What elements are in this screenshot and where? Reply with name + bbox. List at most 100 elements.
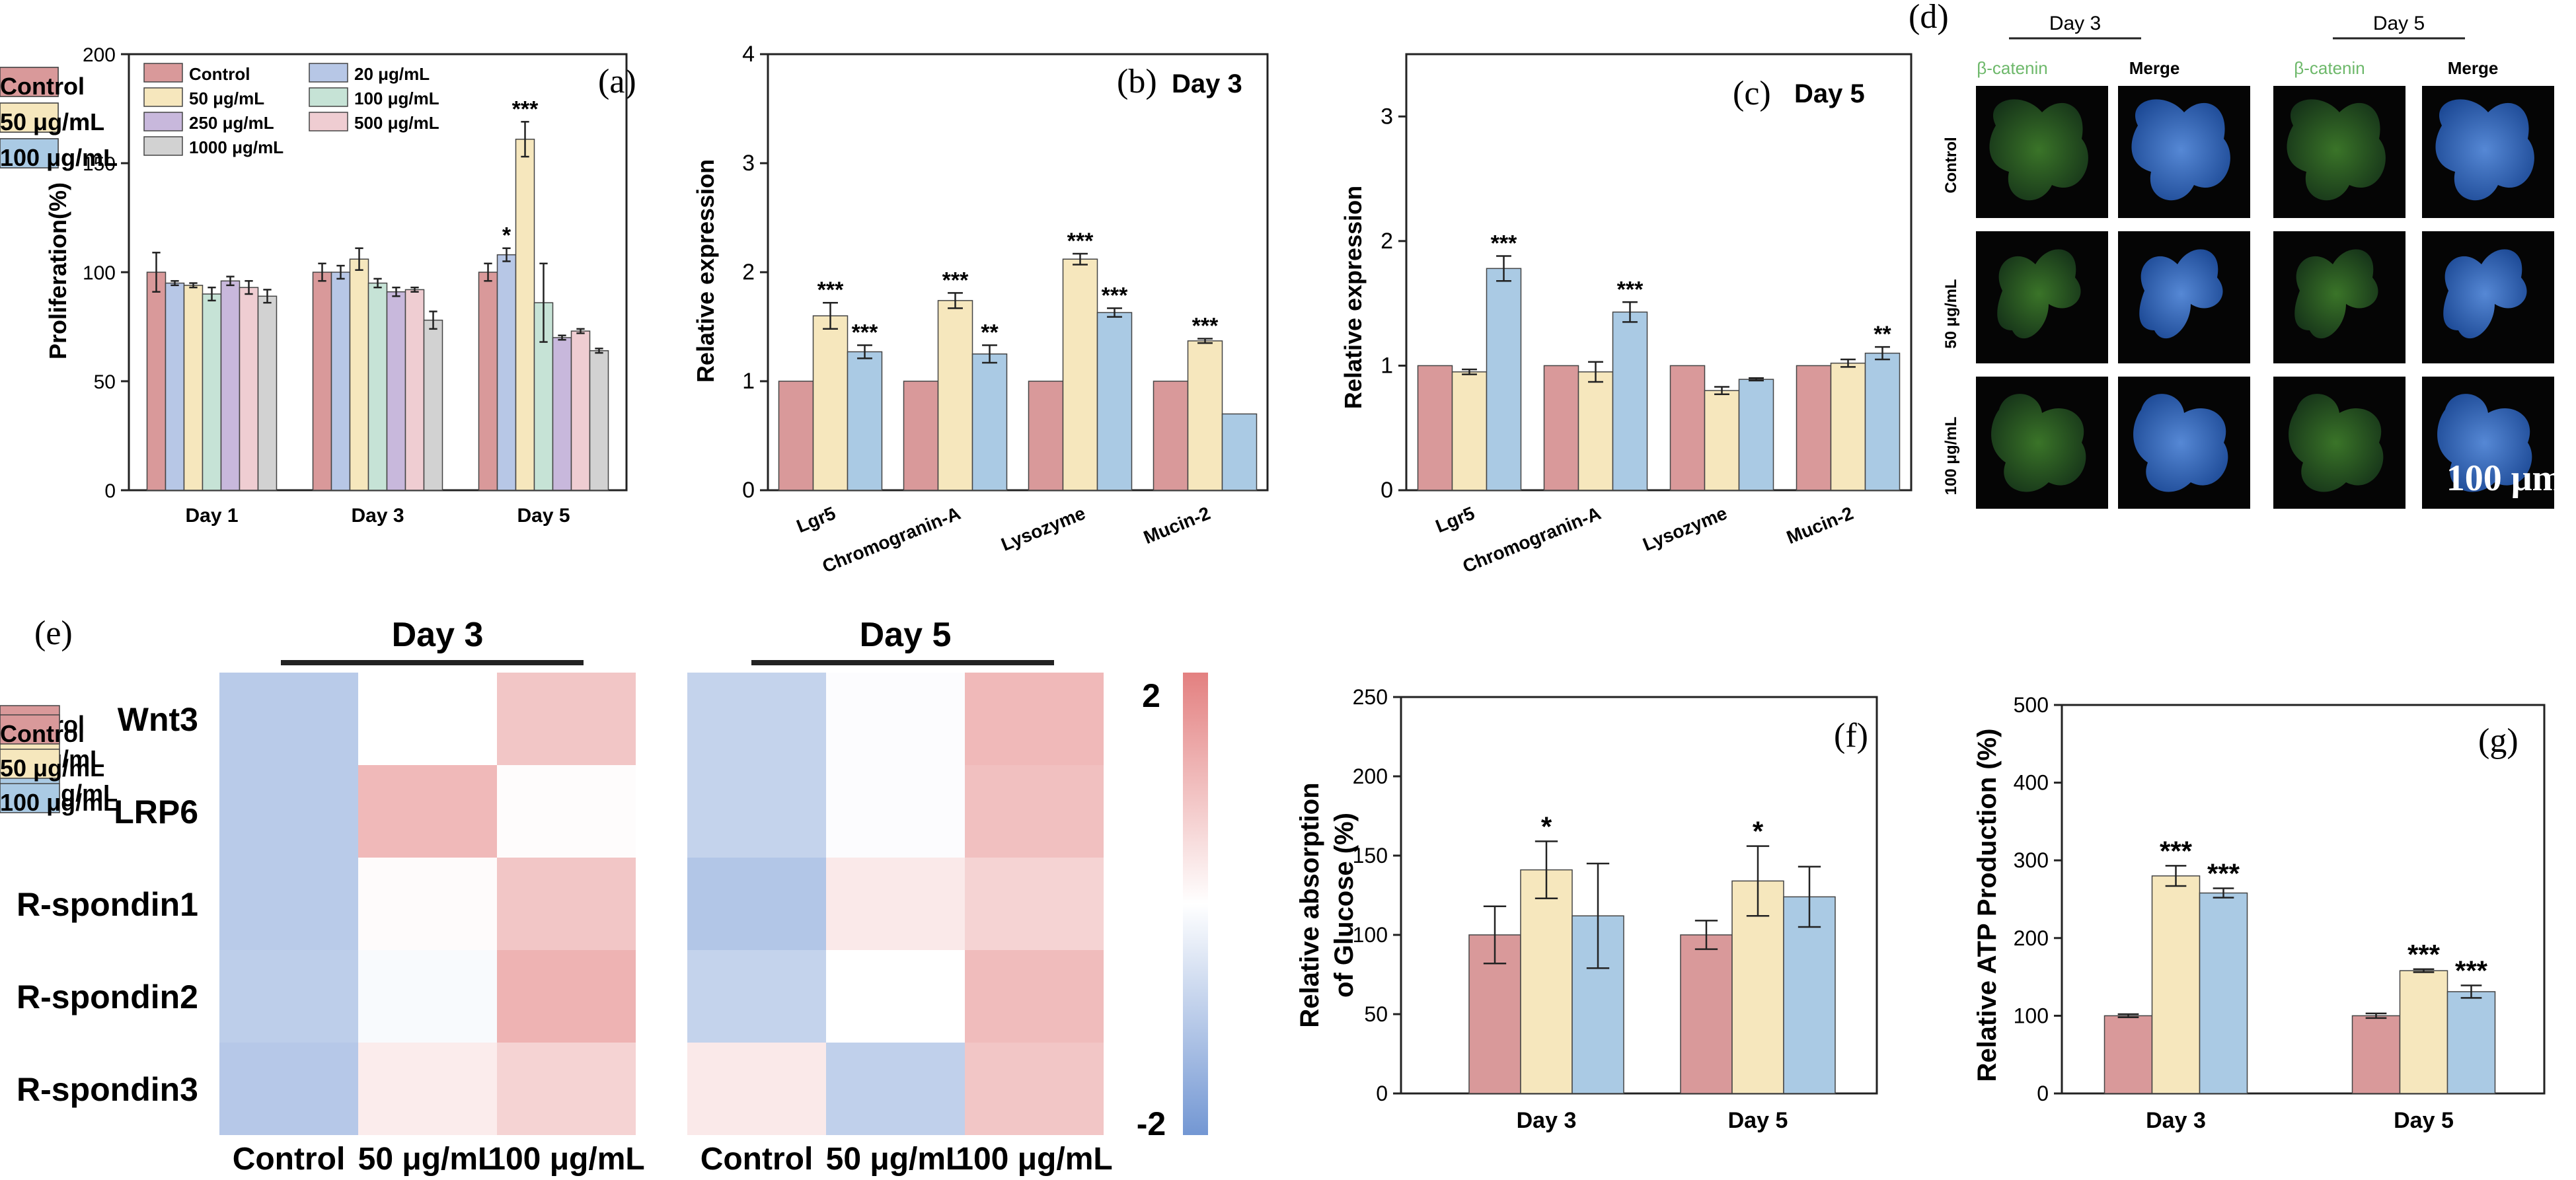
heatmap-cell [358, 950, 497, 1043]
plot-frame [1405, 53, 1913, 492]
bar [570, 330, 591, 491]
bar [1680, 934, 1733, 1094]
y-tick-label: 400 [2014, 771, 2049, 795]
heatmap-cell [687, 858, 826, 950]
heatmap-row-label: R-spondin2 [17, 978, 198, 1015]
col-label-merge-d3: Merge [2129, 58, 2180, 78]
bar [1738, 379, 1774, 491]
heatmap-cell [965, 765, 1104, 858]
legend-label: 500 μg/mL [354, 113, 439, 133]
heatmap-row-label: Wnt3 [118, 701, 198, 738]
significance-mark: *** [942, 268, 969, 293]
panel-f-plot: 0 50 100 150 200 250 Day 3 Day 5 * * Control 50 μg/… [0, 685, 1878, 1133]
heatmap-cell [497, 950, 636, 1043]
y-tick-label: 200 [2014, 926, 2049, 950]
significance-mark: ** [981, 320, 999, 346]
heatmap-column-label: Control [233, 1142, 346, 1177]
bcatenin-organoid [1991, 394, 2086, 492]
y-tick-label: 1 [1381, 353, 1393, 378]
heatmap-column-label: 50 μg/mL [358, 1142, 498, 1177]
bar [903, 381, 939, 491]
col-label-bcatenin-d3: β-catenin [1977, 58, 2047, 78]
legend-swatch [0, 714, 60, 745]
legend-swatch [143, 87, 183, 107]
significance-mark: *** [2455, 955, 2488, 986]
microscopy-grid [1976, 86, 2554, 509]
y-tick-label: 200 [83, 44, 116, 66]
bar [1520, 869, 1573, 1094]
bar [589, 350, 609, 491]
bar [1543, 365, 1579, 491]
merge-organoid [2435, 99, 2534, 201]
bar [496, 254, 517, 491]
plot-frame [2061, 704, 2546, 1095]
bar [386, 291, 406, 491]
panel-f-ylabel-line1: Relative absorption [1295, 782, 1324, 1027]
legend-label: 50 μg/mL [189, 89, 264, 108]
bar [2103, 1015, 2153, 1094]
heatmap-cell [826, 858, 965, 950]
heatmap-cell [826, 1043, 965, 1135]
bar [2446, 991, 2496, 1094]
bar [812, 315, 849, 491]
bar [404, 289, 425, 491]
panel-a: (a) Proliferation(%) 0 50 100 150 200 Day 1 Da… [44, 44, 636, 527]
row-label-100: 100 μg/mL [1942, 417, 1960, 496]
y-tick-label: 50 [1364, 1002, 1388, 1026]
bar [183, 285, 204, 491]
bar [2399, 970, 2448, 1094]
y-tick-label: 2 [1381, 229, 1393, 254]
bar [146, 272, 167, 491]
heatmap-cell [826, 950, 965, 1043]
heatmap-day5-title: Day 5 [860, 616, 952, 654]
x-category-label: Lysozyme [999, 503, 1088, 555]
panel-a-ylabel: Proliferation(%) [44, 182, 71, 359]
bar [1486, 268, 1522, 491]
bar [1028, 381, 1064, 491]
plot-frame [1400, 696, 1878, 1095]
legend-swatch [0, 102, 59, 133]
legend-label: 100 μg/mL [0, 789, 118, 816]
bar [165, 282, 185, 491]
heatmap-column-label: 50 μg/mL [826, 1142, 966, 1177]
heatmap-cell [687, 1043, 826, 1135]
bar [423, 319, 443, 491]
heatmap-column-label: 100 μg/mL [956, 1142, 1112, 1177]
x-category-label: Chromogranin-A [819, 503, 964, 577]
y-tick-label: 0 [1381, 478, 1393, 503]
y-tick-label: 100 [1353, 923, 1388, 947]
x-category-label: Lysozyme [1640, 503, 1730, 555]
y-tick-label: 0 [1376, 1082, 1388, 1105]
heatmap-cell [358, 673, 497, 765]
x-category-label: Day 3 [1517, 1108, 1577, 1133]
legend-swatch [309, 112, 348, 131]
significance-mark: *** [2407, 939, 2441, 970]
y-tick-label: 300 [2014, 848, 2049, 872]
panel-g-label: (g) [2478, 722, 2519, 760]
panel-g: (g) Relative ATP Production (%) 0 100 200 3… [0, 693, 2546, 1133]
bar [239, 287, 259, 491]
bar [1830, 362, 1866, 491]
panel-b-ylabel: Relative expression [692, 159, 719, 383]
significance-mark: *** [852, 320, 878, 346]
merge-organoid [2131, 99, 2230, 201]
bcatenin-organoid [2289, 394, 2384, 492]
bar [367, 282, 388, 491]
x-category-label: Mucin-2 [1141, 503, 1213, 548]
panel-a-label: (a) [598, 63, 636, 100]
y-tick-label: 1 [742, 369, 755, 394]
y-tick-label: 3 [742, 151, 755, 176]
significance-mark: *** [1192, 314, 1219, 339]
bcatenin-organoid [1989, 99, 2088, 201]
panel-d: (d) Day 3 Day 5 β-catenin Merge β-cateni… [1909, 0, 2563, 521]
bar [330, 272, 351, 491]
heatmap-cell [358, 858, 497, 950]
y-tick-label: 100 [2014, 1004, 2049, 1027]
panel-d-label: (d) [1909, 0, 1949, 36]
x-category-label: Day 5 [517, 505, 570, 527]
bcatenin-organoid [2294, 249, 2378, 339]
legend-swatch [143, 63, 183, 83]
significance-mark: ** [1874, 322, 1891, 347]
x-category-label: Lgr5 [1433, 503, 1478, 536]
